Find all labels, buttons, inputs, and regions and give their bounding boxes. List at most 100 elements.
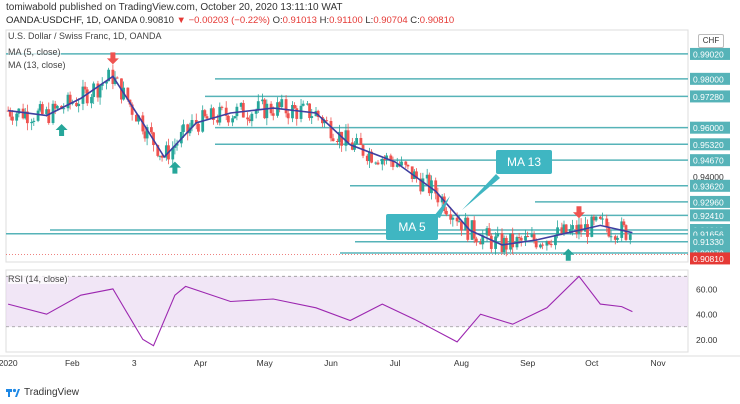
candle-body bbox=[539, 244, 542, 248]
change-arrow: ▼ bbox=[176, 15, 186, 26]
candle-body bbox=[8, 110, 12, 117]
candle-body bbox=[607, 227, 611, 237]
candle-body bbox=[239, 102, 243, 107]
candle-body bbox=[556, 227, 559, 236]
candle-body bbox=[534, 240, 538, 248]
candle-body bbox=[564, 224, 568, 234]
candle-body bbox=[77, 103, 81, 107]
candle-body bbox=[25, 111, 29, 124]
ma5-badge bbox=[386, 214, 438, 240]
candle-body bbox=[216, 119, 220, 123]
price-tag bbox=[690, 90, 730, 103]
candle-body bbox=[455, 217, 459, 222]
candle-body bbox=[107, 69, 111, 82]
candle-body bbox=[577, 224, 581, 234]
candle-body bbox=[575, 225, 579, 234]
candle-body bbox=[284, 99, 288, 114]
candle-body bbox=[66, 94, 70, 109]
candle-body bbox=[628, 234, 632, 240]
time-label: May bbox=[257, 358, 274, 368]
candle-body bbox=[149, 127, 153, 133]
rsi-axis-label: 40.00 bbox=[696, 310, 718, 320]
main-title: U.S. Dollar / Swiss Franc, 1D, OANDA bbox=[8, 31, 162, 41]
price-label: 0.93620 bbox=[693, 181, 724, 191]
candle-body bbox=[616, 237, 619, 240]
moving-averages bbox=[7, 75, 633, 246]
candle-body bbox=[156, 145, 160, 156]
candle-body bbox=[248, 119, 252, 122]
price-label: 0.94000 bbox=[693, 172, 724, 182]
candle-body bbox=[549, 243, 553, 246]
candle-body bbox=[457, 221, 461, 223]
time-label: Jul bbox=[390, 358, 401, 368]
candle-body bbox=[100, 83, 104, 86]
published-line: tomiwabold published on TradingView.com,… bbox=[6, 2, 343, 13]
candle-body bbox=[115, 77, 119, 79]
candle-body bbox=[344, 130, 348, 146]
candle-body bbox=[592, 216, 596, 221]
candle-body bbox=[278, 102, 282, 108]
candle-body bbox=[135, 114, 138, 122]
price-label: 0.94670 bbox=[693, 156, 724, 166]
candle-body bbox=[489, 235, 493, 249]
candle-body bbox=[583, 224, 587, 232]
candle-body bbox=[137, 115, 140, 122]
price-axis: 0.99020 0.98000 0.97280 0.96000 0.95320 0.946… bbox=[690, 47, 730, 345]
candle-body bbox=[310, 116, 314, 119]
buy-arrow-icon bbox=[562, 248, 575, 261]
candle-body bbox=[23, 111, 27, 119]
ma13-badge bbox=[496, 150, 552, 174]
candle-body bbox=[32, 120, 36, 122]
rsi-band bbox=[6, 276, 688, 327]
candle-body bbox=[594, 216, 598, 221]
price-tag bbox=[690, 209, 730, 222]
candle-body bbox=[51, 103, 55, 124]
price-label: 0.92410 bbox=[693, 211, 724, 221]
candle-body bbox=[526, 235, 530, 237]
high-value: 0.91100 bbox=[329, 15, 363, 26]
symbol-line: OANDA:USDCHF, 1D, OANDA 0.90810 ▼ −0.002… bbox=[6, 15, 454, 26]
time-label: Feb bbox=[65, 358, 80, 368]
candle-body bbox=[68, 94, 72, 104]
candle-body bbox=[415, 171, 418, 179]
candle-body bbox=[613, 236, 617, 240]
candle-body bbox=[21, 108, 25, 119]
footer: TradingView bbox=[6, 386, 79, 398]
candle-body bbox=[541, 244, 545, 246]
candle-body bbox=[331, 138, 335, 142]
candle-body bbox=[472, 220, 476, 239]
rsi-panel bbox=[6, 275, 688, 347]
candle-body bbox=[209, 108, 213, 119]
candle-body bbox=[496, 233, 500, 237]
candle-body bbox=[280, 99, 284, 108]
change-text: −0.00203 (−0.22%) bbox=[188, 15, 270, 26]
candle-body bbox=[96, 83, 100, 98]
candle-body bbox=[308, 103, 311, 119]
candle-body bbox=[404, 161, 408, 165]
candle-body bbox=[186, 124, 190, 134]
ma5-legend: MA (5, close) bbox=[8, 47, 61, 57]
candle-body bbox=[38, 104, 42, 111]
candle-body bbox=[335, 141, 339, 143]
candle-body bbox=[11, 116, 14, 121]
candle-body bbox=[430, 180, 433, 194]
candle-body bbox=[75, 102, 78, 107]
time-label: Oct bbox=[585, 358, 599, 368]
sell-arrow-icon bbox=[572, 206, 585, 219]
candle-body bbox=[459, 221, 463, 231]
candle-body bbox=[160, 155, 164, 158]
candle-body bbox=[449, 214, 453, 220]
candle-body bbox=[410, 166, 414, 179]
candle-body bbox=[571, 225, 574, 230]
price-label: 0.99020 bbox=[693, 49, 724, 59]
time-label: Sep bbox=[520, 358, 535, 368]
candle-body bbox=[40, 104, 44, 115]
candle-body bbox=[197, 123, 200, 132]
price-label: 0.91656 bbox=[693, 229, 724, 239]
candle-body bbox=[524, 235, 527, 241]
candle-body bbox=[211, 108, 215, 120]
close-value: 0.90810 bbox=[419, 15, 455, 26]
price-tag bbox=[690, 179, 730, 192]
candle-body bbox=[385, 155, 388, 160]
